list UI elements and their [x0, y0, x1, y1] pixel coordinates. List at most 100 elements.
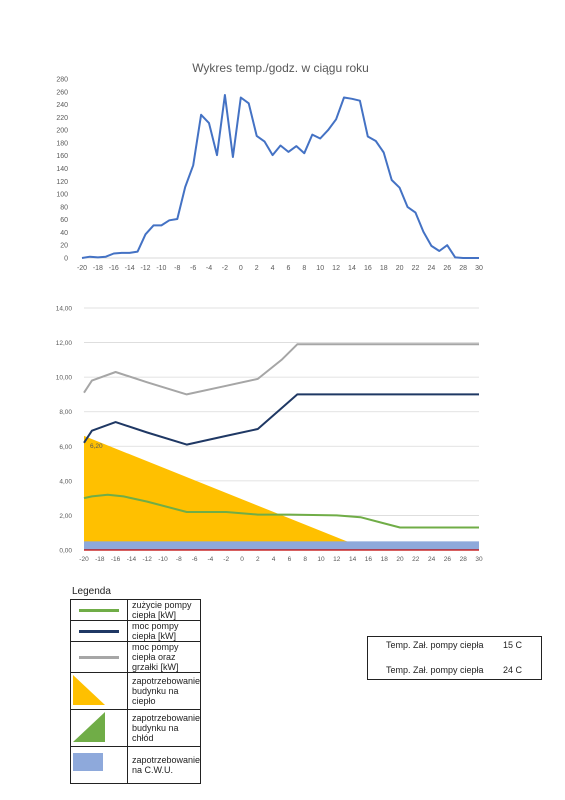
legend-cool-triangle: [73, 712, 105, 742]
y-tick-label: 20: [60, 243, 68, 250]
temperature-settings-box: Temp. Zał. pompy ciepła 15 C Temp. Zał. …: [367, 636, 542, 680]
legend-row: moc pompy ciepła [kW]: [70, 620, 202, 642]
x-tick-label: 2: [256, 556, 260, 563]
heat-pump-power-chart: 0,00 2,00 4,00 6,00 8,00 10,00 12,00 14,00 6,20 -…: [56, 306, 483, 564]
x-tick-label: 24: [427, 265, 435, 272]
x-tick-label: 22: [412, 556, 420, 563]
x-tick-label: 12: [333, 556, 341, 563]
temp-label: Temp. Zał. pompy ciepła: [386, 640, 484, 650]
data-label: 6,20: [90, 443, 103, 450]
y-tick-label: 40: [60, 230, 68, 237]
y-tick-label: 180: [56, 140, 68, 147]
x-tick-label: 26: [444, 556, 452, 563]
y-tick-label: 220: [56, 115, 68, 122]
temp-value: 24 C: [503, 665, 523, 675]
x-tick-label: 0: [239, 265, 243, 272]
x-tick-label: 8: [302, 265, 306, 272]
x-tick-label: -10: [158, 556, 168, 563]
y-tick-label: 240: [56, 102, 68, 109]
x-tick-label: -4: [206, 265, 212, 272]
temp-row: Temp. Zał. pompy ciepła 24 C: [386, 665, 522, 675]
x-tick-label: -12: [140, 265, 150, 272]
x-tick-label: -18: [93, 265, 103, 272]
x-tick-label: 6: [288, 556, 292, 563]
x-tick-label: 16: [364, 265, 372, 272]
x-tick-label: 20: [396, 265, 404, 272]
legend-label: zapotrzebowanie na C.W.U.: [126, 746, 202, 784]
x-tick-label: -14: [125, 265, 135, 272]
y-tick-label: 6,00: [59, 444, 72, 451]
x-tick-label: 4: [271, 265, 275, 272]
x-tick-label: 24: [428, 556, 436, 563]
x-tick-label: 6: [286, 265, 290, 272]
x-tick-label: 22: [412, 265, 420, 272]
legend-row: zapotrzebowanie budynku na ciepło: [70, 672, 202, 710]
y-tick-label: 160: [56, 153, 68, 160]
series-line: [83, 393, 479, 446]
triangle-down-icon: [73, 675, 105, 705]
y-tick-label: 120: [56, 179, 68, 186]
x-tick-label: 14: [349, 556, 357, 563]
legend-row: zapotrzebowanie budynku na chłód: [70, 709, 202, 747]
legend-row: zapotrzebowanie na C.W.U.: [70, 746, 202, 784]
chart-title: Wykres temp./godz. w ciągu roku: [192, 61, 369, 75]
x-tick-label: 10: [316, 265, 324, 272]
x-tick-label: -2: [223, 556, 229, 563]
legend-swatch-green-line: [79, 608, 119, 612]
x-tick-label: -6: [190, 265, 196, 272]
series-line: [83, 343, 479, 396]
x-tick-label: 2: [255, 265, 259, 272]
x-tick-label: 8: [303, 556, 307, 563]
x-tick-label: -12: [142, 556, 152, 563]
legend-title: Legenda: [72, 586, 111, 597]
legend-label: moc pompy ciepła oraz grzałki [kW]: [126, 641, 202, 673]
x-tick-label: 10: [317, 556, 325, 563]
x-tick-label: 30: [475, 265, 483, 272]
series-line: [83, 493, 479, 529]
x-tick-label: 30: [475, 556, 483, 563]
legend: Legenda zużycie pompy ciepła [kW] moc po…: [70, 586, 542, 784]
legend-swatch-gray-line: [79, 655, 119, 659]
temp-label: Temp. Zał. pompy ciepła: [386, 665, 484, 675]
rectangle-icon: [73, 753, 103, 771]
y-tick-label: 12,00: [56, 340, 73, 347]
y-tick-label: 80: [60, 204, 68, 211]
x-tick-label: -16: [111, 556, 121, 563]
temp-row: Temp. Zał. pompy ciepła 15 C: [386, 640, 522, 650]
legend-label: zapotrzebowanie budynku na ciepło: [126, 672, 202, 710]
x-tick-label: -10: [156, 265, 166, 272]
x-tick-label: -14: [127, 556, 137, 563]
legend-label: moc pompy ciepła [kW]: [126, 620, 202, 642]
x-tick-label: 0: [240, 556, 244, 563]
y-tick-label: 8,00: [59, 409, 72, 416]
x-tick-label: 20: [396, 556, 404, 563]
heat-demand-area: [84, 435, 369, 550]
x-tick-label: -4: [208, 556, 214, 563]
y-tick-label: 60: [60, 217, 68, 224]
legend-cwu-rect: [73, 753, 103, 771]
triangle-up-icon: [73, 712, 105, 742]
x-tick-label: -16: [109, 265, 119, 272]
y-tick-label: 14,00: [56, 306, 73, 313]
x-tick-label: -18: [95, 556, 105, 563]
y-tick-label: 200: [56, 128, 68, 135]
y-tick-label: 2,00: [59, 513, 72, 520]
x-tick-label: 4: [272, 556, 276, 563]
legend-label: zużycie pompy ciepła [kW]: [126, 599, 202, 621]
x-tick-label: -2: [222, 265, 228, 272]
x-tick-label: 16: [365, 556, 373, 563]
cwu-demand-area: [84, 541, 479, 550]
legend-row: zużycie pompy ciepła [kW]: [70, 599, 202, 621]
legend-heat-triangle: [73, 675, 105, 705]
x-tick-label: 12: [332, 265, 340, 272]
series-line: [81, 94, 479, 259]
x-tick-label: 28: [460, 556, 468, 563]
x-tick-label: -8: [174, 265, 180, 272]
x-tick-label: -8: [176, 556, 182, 563]
legend-swatch-navy-line: [79, 629, 119, 633]
temperature-hours-chart: Wykres temp./godz. w ciągu roku 0 20 40 60 80…: [56, 61, 483, 272]
x-tick-label: -20: [77, 265, 87, 272]
legend-row: moc pompy ciepła oraz grzałki [kW]: [70, 641, 202, 673]
y-tick-label: 4,00: [59, 478, 72, 485]
x-tick-label: 28: [459, 265, 467, 272]
